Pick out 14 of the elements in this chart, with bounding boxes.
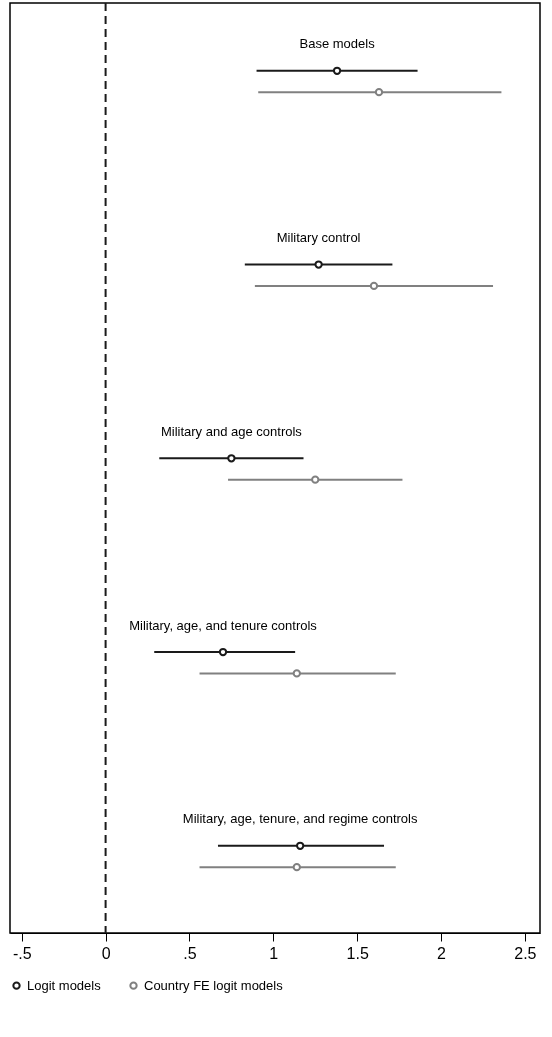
x-tick-label: 0 — [101, 944, 111, 962]
x-tick-label: -.5 — [12, 944, 32, 962]
y-tick-label: Base models — [299, 36, 376, 52]
x-tick-label: 1.5 — [346, 944, 369, 962]
x-tick-label: 2 — [437, 944, 447, 962]
x-tick-label: 1 — [269, 944, 279, 962]
legend-label: Logit models — [27, 977, 102, 993]
y-tick-label: Military, age, and tenure controls — [129, 617, 318, 633]
x-tick-label: 2.5 — [514, 944, 537, 962]
legend-label: Country FE logit models — [144, 977, 284, 993]
x-tick-label: .5 — [183, 944, 197, 962]
y-tick-label: Military and age controls — [160, 423, 303, 439]
y-tick-label: Military, age, tenure, and regime controls — [182, 811, 418, 827]
y-tick-label: Military control — [276, 230, 361, 246]
